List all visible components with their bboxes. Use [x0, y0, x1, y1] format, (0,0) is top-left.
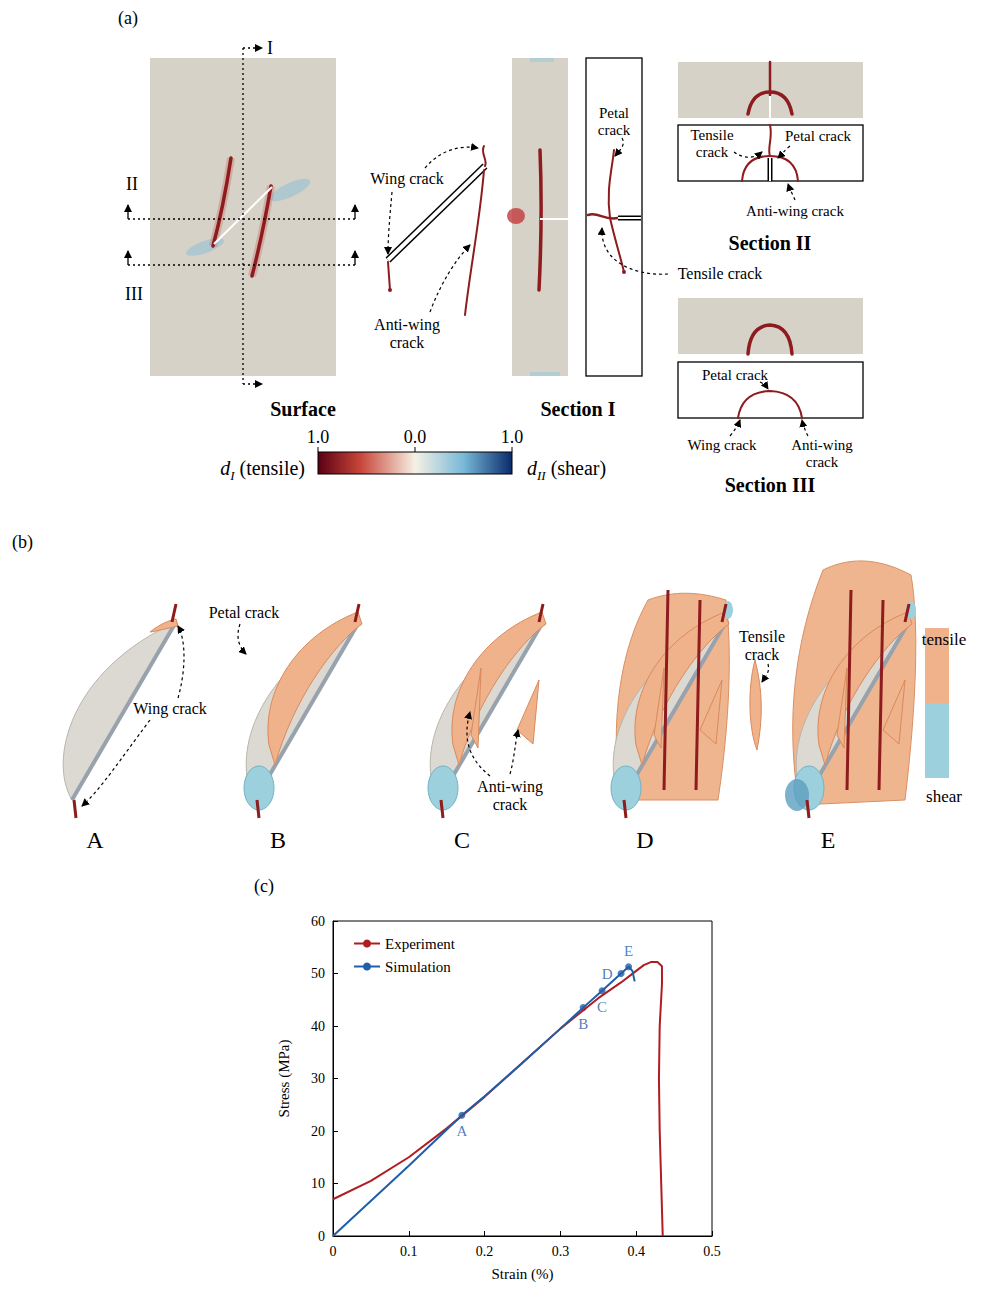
svg-text:dI (tensile): dI (tensile) — [220, 457, 305, 483]
svg-text:(b): (b) — [12, 532, 33, 553]
svg-text:10: 10 — [311, 1176, 325, 1191]
svg-text:Anti-wing crack: Anti-wing crack — [746, 203, 844, 219]
svg-text:0.2: 0.2 — [476, 1244, 494, 1259]
svg-text:1.0: 1.0 — [501, 427, 524, 447]
svg-text:Experiment: Experiment — [385, 936, 456, 952]
svg-text:Tensilecrack: Tensilecrack — [690, 127, 733, 160]
svg-text:Section III: Section III — [725, 474, 816, 496]
svg-text:50: 50 — [311, 966, 325, 981]
svg-text:20: 20 — [311, 1124, 325, 1139]
svg-text:Simulation: Simulation — [385, 959, 451, 975]
svg-text:Anti-wingcrack: Anti-wingcrack — [791, 437, 853, 470]
svg-text:Tensile crack: Tensile crack — [678, 265, 763, 282]
svg-text:II: II — [126, 174, 138, 194]
svg-text:Wing crack: Wing crack — [370, 170, 444, 188]
svg-text:dII (shear): dII (shear) — [527, 457, 606, 483]
svg-text:A: A — [456, 1123, 467, 1139]
svg-text:E: E — [624, 943, 633, 959]
svg-text:0: 0 — [318, 1229, 325, 1244]
svg-text:(a): (a) — [118, 8, 138, 29]
svg-text:Section I: Section I — [541, 398, 616, 420]
svg-text:Wing crack: Wing crack — [133, 700, 207, 718]
svg-text:Section II: Section II — [729, 232, 812, 254]
svg-text:C: C — [454, 827, 470, 853]
svg-text:0.3: 0.3 — [552, 1244, 570, 1259]
svg-text:30: 30 — [311, 1071, 325, 1086]
svg-text:Petal crack: Petal crack — [785, 128, 852, 144]
svg-text:Wing crack: Wing crack — [688, 437, 757, 453]
svg-text:Surface: Surface — [270, 398, 336, 420]
svg-text:(c): (c) — [254, 876, 274, 897]
svg-text:0.5: 0.5 — [703, 1244, 721, 1259]
svg-text:A: A — [86, 827, 104, 853]
svg-text:I: I — [267, 38, 273, 58]
svg-text:Strain (%): Strain (%) — [491, 1266, 553, 1283]
svg-text:D: D — [636, 827, 653, 853]
svg-text:Anti-wingcrack: Anti-wingcrack — [477, 778, 543, 813]
svg-text:0.0: 0.0 — [404, 427, 427, 447]
svg-text:E: E — [821, 827, 836, 853]
svg-text:60: 60 — [311, 914, 325, 929]
svg-text:III: III — [125, 284, 143, 304]
svg-text:1.0: 1.0 — [307, 427, 330, 447]
svg-text:0: 0 — [330, 1244, 337, 1259]
svg-text:Tensilecrack: Tensilecrack — [739, 628, 785, 663]
svg-text:Stress (MPa): Stress (MPa) — [276, 1040, 293, 1118]
svg-text:0.1: 0.1 — [400, 1244, 418, 1259]
svg-text:Anti-wingcrack: Anti-wingcrack — [374, 316, 440, 351]
svg-text:D: D — [602, 966, 613, 982]
svg-text:B: B — [578, 1016, 588, 1032]
svg-text:40: 40 — [311, 1019, 325, 1034]
svg-text:Petalcrack: Petalcrack — [598, 105, 631, 138]
svg-text:Petal crack: Petal crack — [209, 604, 280, 621]
svg-text:tensile: tensile — [922, 630, 966, 649]
svg-text:C: C — [597, 999, 607, 1015]
svg-text:0.4: 0.4 — [627, 1244, 645, 1259]
svg-text:Petal crack: Petal crack — [702, 367, 769, 383]
svg-text:shear: shear — [926, 787, 962, 806]
svg-text:B: B — [270, 827, 286, 853]
